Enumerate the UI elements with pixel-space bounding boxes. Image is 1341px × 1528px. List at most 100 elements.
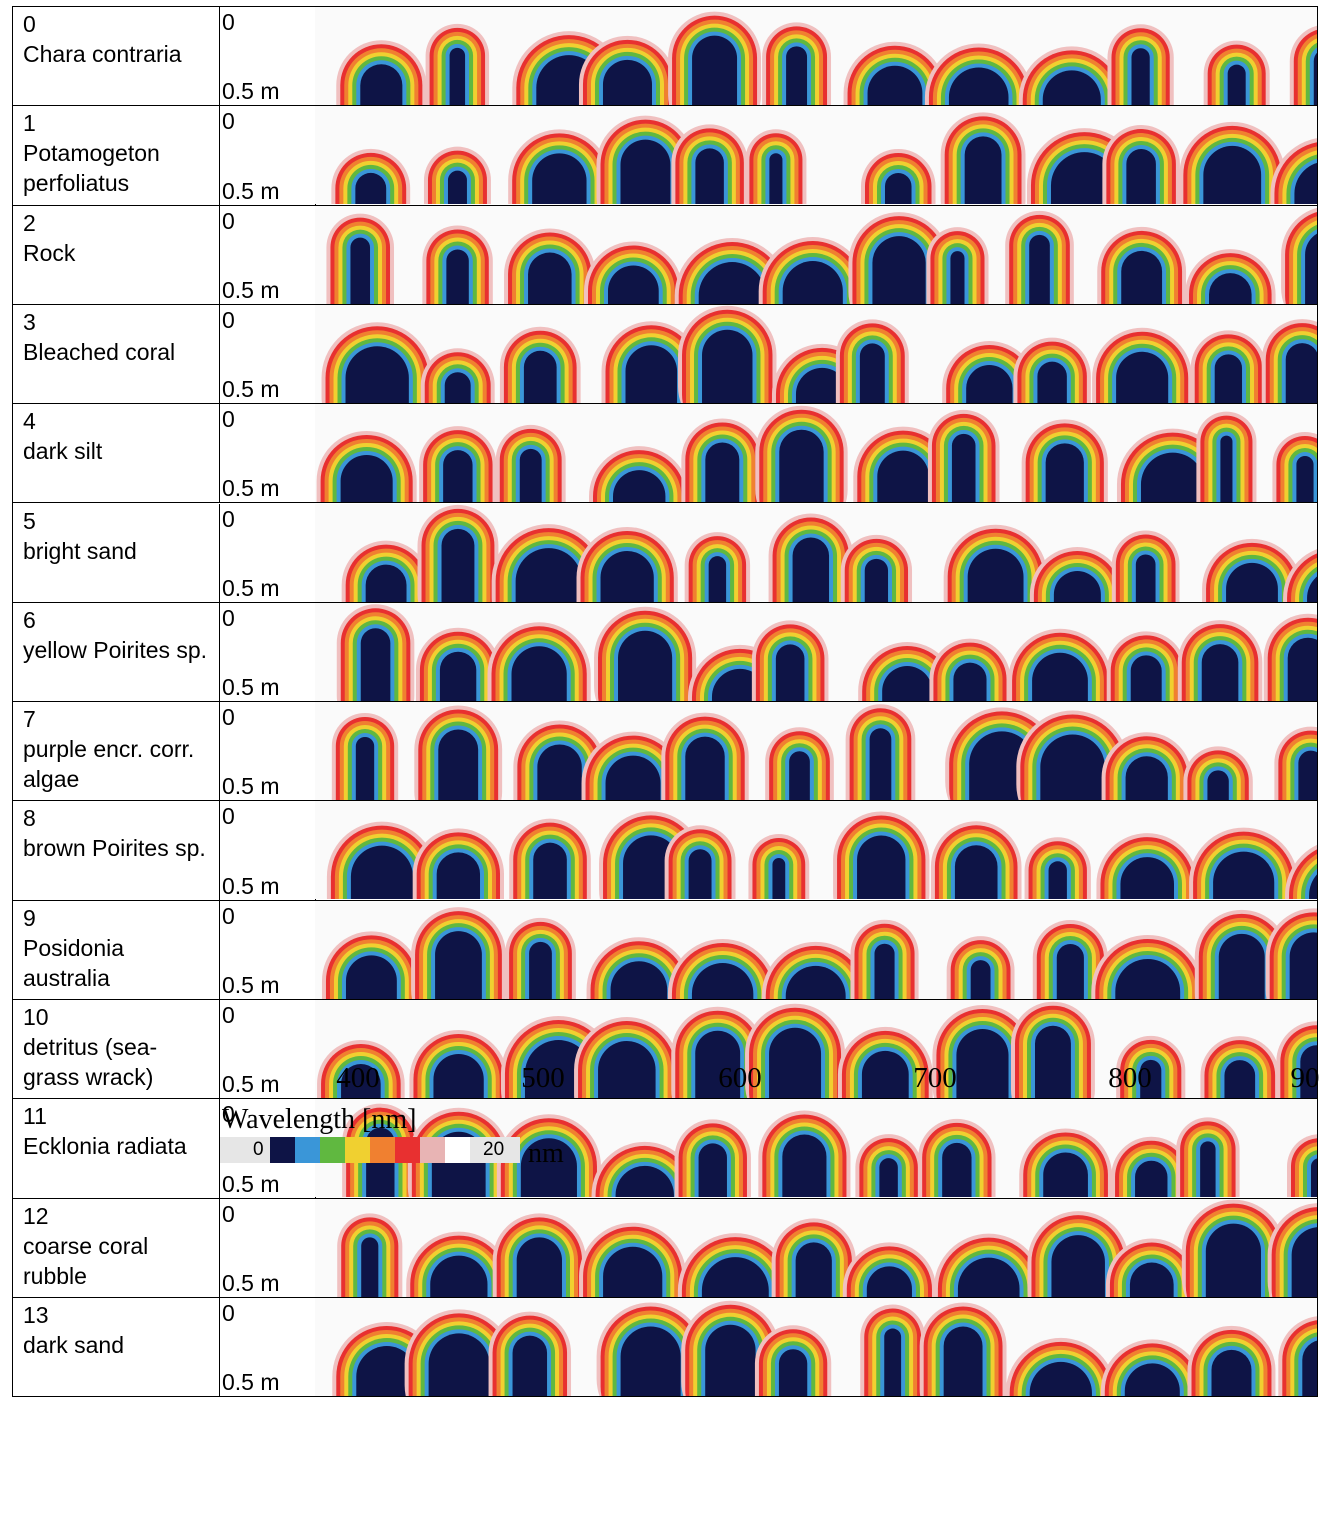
contour bbox=[1029, 1361, 1092, 1396]
heatmap bbox=[315, 7, 1317, 105]
depth-top: 0 bbox=[222, 505, 235, 532]
contour bbox=[537, 744, 582, 801]
colorbar-swatch bbox=[395, 1137, 420, 1163]
contour bbox=[528, 252, 572, 304]
contour bbox=[964, 136, 1002, 205]
contour bbox=[519, 449, 542, 503]
row-label: 2 Rock bbox=[23, 208, 213, 268]
row-name: Rock bbox=[23, 239, 76, 266]
row-name: yellow Poirites sp. bbox=[23, 636, 208, 663]
contour bbox=[602, 59, 652, 105]
spectra-table: 0 Chara contraria 0 0.5 m 1 Potamogeton perfo… bbox=[12, 6, 1318, 1398]
contour bbox=[1116, 351, 1169, 403]
contour bbox=[1043, 1152, 1088, 1198]
depth-bottom: 0.5 m bbox=[222, 1071, 280, 1098]
contour bbox=[1291, 1226, 1317, 1297]
depth-bottom: 0.5 m bbox=[222, 1269, 280, 1296]
contour bbox=[951, 434, 976, 503]
contour bbox=[775, 644, 805, 701]
contour bbox=[345, 955, 397, 999]
colorbar-swatch bbox=[420, 1137, 445, 1163]
contour bbox=[1056, 943, 1084, 999]
contour bbox=[708, 555, 727, 602]
contour bbox=[705, 1324, 756, 1396]
depth-top: 0 bbox=[222, 108, 235, 135]
contour bbox=[340, 455, 393, 503]
contour bbox=[1287, 637, 1317, 701]
row-label: 1 Potamogeton perfoliatus bbox=[23, 108, 213, 198]
row-label: 4 dark silt bbox=[23, 406, 213, 466]
table-row: 5 bright sand 0 0.5 m bbox=[13, 503, 1317, 603]
row-index: 5 bbox=[23, 507, 36, 534]
contour bbox=[613, 470, 666, 503]
contour bbox=[695, 148, 724, 205]
row-index: 12 bbox=[23, 1202, 49, 1229]
contour bbox=[705, 442, 740, 503]
contour bbox=[782, 1134, 827, 1198]
contour bbox=[1220, 435, 1233, 503]
contour bbox=[600, 550, 654, 602]
contour bbox=[360, 628, 391, 701]
table-row: 10 detritus (sea-grass wrack) 0 0.5 m bbox=[13, 1000, 1317, 1100]
colorbar-swatch bbox=[370, 1137, 395, 1163]
contour bbox=[1051, 1234, 1105, 1297]
table-row: 12 coarse coral rubble 0 0.5 m bbox=[13, 1198, 1317, 1298]
contour bbox=[957, 1257, 1020, 1297]
contour bbox=[1035, 1025, 1071, 1098]
contour bbox=[598, 1041, 656, 1098]
table-row: 6 yellow Poirites sp. 0 0.5 m bbox=[13, 602, 1317, 703]
row-label: 3 Bleached coral bbox=[23, 307, 213, 367]
x-tick-label: 600 bbox=[718, 1062, 762, 1094]
depth-bottom: 0.5 m bbox=[222, 872, 280, 899]
contour bbox=[864, 558, 889, 602]
table-row: 9 Posidonia australia 0 0.5 m bbox=[13, 900, 1317, 1000]
depth-bottom: 0.5 m bbox=[222, 971, 280, 998]
contour bbox=[1285, 343, 1317, 403]
contour bbox=[511, 646, 567, 701]
heatmap bbox=[315, 205, 1317, 304]
depth-top: 0 bbox=[222, 306, 235, 333]
contour bbox=[874, 943, 895, 999]
contour bbox=[692, 35, 738, 105]
contour bbox=[1298, 750, 1317, 801]
heatmap bbox=[315, 1099, 1317, 1198]
contour bbox=[618, 630, 673, 701]
row-label: 13 dark sand bbox=[23, 1300, 213, 1360]
contour bbox=[1307, 576, 1317, 602]
depth-axis: 0 0.5 m bbox=[219, 7, 316, 106]
contour bbox=[355, 737, 375, 801]
contour bbox=[532, 153, 587, 205]
contour bbox=[879, 1158, 898, 1198]
contour bbox=[785, 965, 846, 999]
contour bbox=[350, 237, 371, 304]
depth-top: 0 bbox=[222, 1200, 235, 1227]
depth-axis: 0 0.5 m bbox=[219, 503, 316, 602]
contour bbox=[948, 67, 1009, 105]
contour bbox=[1053, 570, 1101, 602]
depth-bottom: 0.5 m bbox=[222, 177, 280, 204]
contour bbox=[702, 329, 753, 403]
contour bbox=[529, 941, 552, 999]
depth-bottom: 0.5 m bbox=[222, 574, 280, 601]
contour bbox=[1140, 452, 1205, 503]
contour bbox=[1050, 152, 1118, 205]
depth-axis: 0 0.5 m bbox=[219, 205, 316, 304]
contour bbox=[1130, 655, 1162, 701]
row-index: 3 bbox=[23, 308, 36, 335]
table-row: 11 Ecklonia radiata 0 0.5 m bbox=[13, 1099, 1317, 1199]
depth-top: 0 bbox=[222, 1101, 235, 1128]
row-name: Bleached coral bbox=[23, 338, 176, 365]
heatmap bbox=[315, 602, 1317, 701]
colorbar-swatch bbox=[295, 1137, 320, 1163]
contour bbox=[942, 1143, 972, 1198]
contour bbox=[1135, 554, 1156, 602]
contour bbox=[1126, 149, 1156, 205]
depth-axis: 0 0.5 m bbox=[219, 1198, 316, 1297]
contour bbox=[605, 755, 661, 801]
depth-axis: 0 0.5 m bbox=[219, 602, 316, 702]
row-label: 0 Chara contraria bbox=[23, 9, 213, 69]
contour bbox=[695, 1030, 741, 1098]
heatmap bbox=[315, 702, 1317, 801]
contour bbox=[360, 64, 403, 105]
row-index: 9 bbox=[23, 904, 36, 931]
